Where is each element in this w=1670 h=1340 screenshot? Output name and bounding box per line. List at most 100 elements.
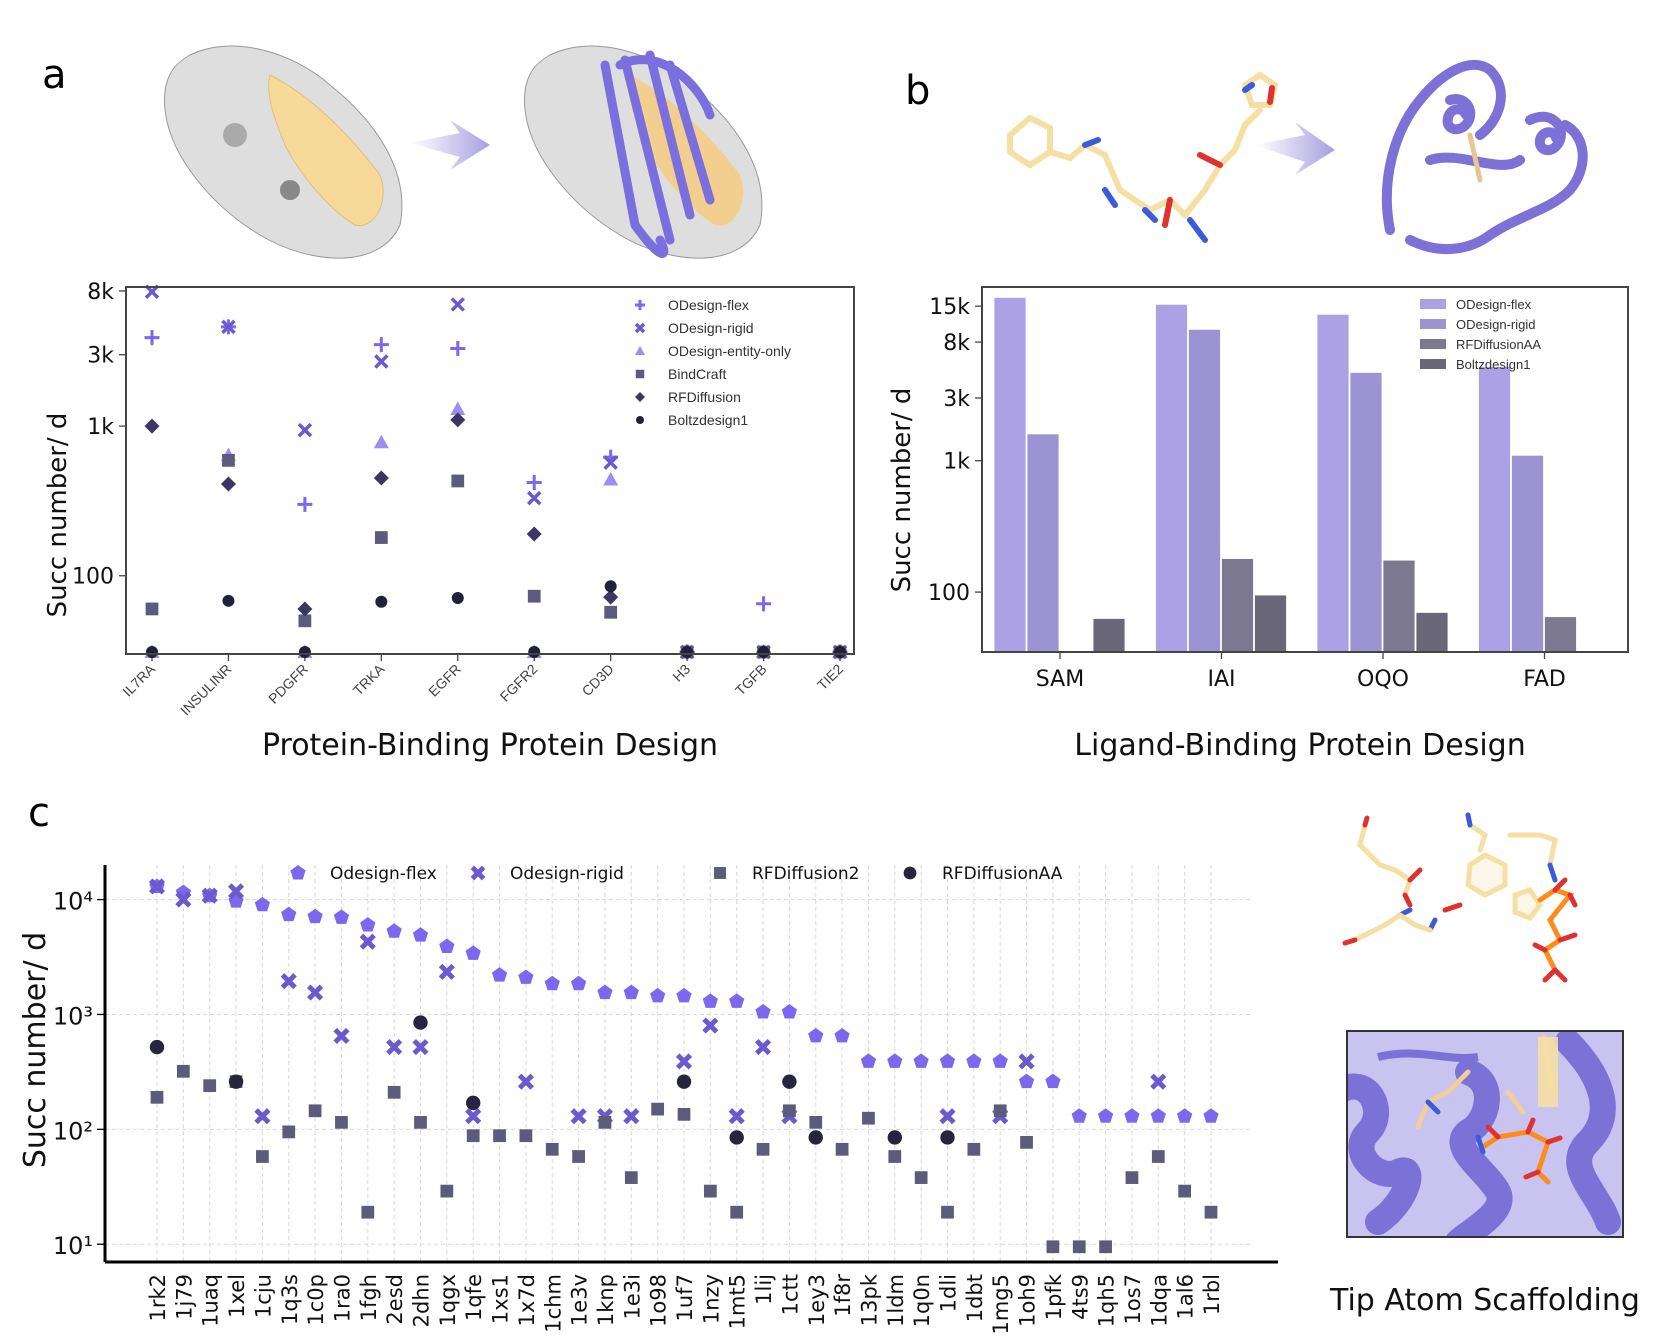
data-point-odesign-rigid bbox=[297, 422, 313, 438]
data-point-rfdiffusion2 bbox=[1204, 1205, 1218, 1219]
bar-odesign-rigid-sam bbox=[1026, 433, 1060, 653]
data-point-odesign-entity-only bbox=[450, 401, 466, 416]
x-tick-label: 1j79 bbox=[172, 1274, 196, 1320]
data-point-odesign-flex bbox=[491, 967, 508, 982]
data-point-rfdiffusion2 bbox=[335, 1115, 348, 1129]
data-point-odesign-flex bbox=[781, 1004, 798, 1019]
data-point-bindcraft bbox=[374, 531, 388, 544]
x-tick-label: IL7RA bbox=[119, 660, 158, 699]
data-point-rfdiffusion2 bbox=[756, 1142, 770, 1156]
x-tick-label: 1cju bbox=[251, 1274, 275, 1318]
data-point-odesign-entity-only bbox=[603, 471, 619, 486]
data-point-odesign-flex bbox=[518, 969, 534, 984]
data-point-bindcraft bbox=[298, 614, 312, 628]
data-point-rfdiffusionaa bbox=[149, 1039, 165, 1055]
chart-b-y-axis-label: Succ number/ d bbox=[887, 388, 917, 593]
legend-marker bbox=[635, 392, 645, 402]
legend-swatch bbox=[1420, 339, 1446, 349]
data-point-odesign-rigid bbox=[702, 1017, 719, 1034]
scaffold-protein-icon bbox=[1348, 1032, 1621, 1236]
data-point-odesign-flex bbox=[597, 984, 613, 1000]
caption-panel-b: Ligand-Binding Protein Design bbox=[1074, 728, 1526, 763]
x-tick-label: 1mg5 bbox=[989, 1274, 1013, 1335]
y-tick-label: 100 bbox=[928, 581, 970, 606]
data-point-rfdiffusion2 bbox=[466, 1129, 480, 1143]
data-point-odesign-flex bbox=[834, 1027, 850, 1043]
y-tick-label: 8k bbox=[943, 331, 970, 356]
chart-protein-binding: Succ number/ d 100 1k 3k 8k IL7RA INSULINR PDG… bbox=[43, 280, 855, 718]
legend-label: BindCraft bbox=[668, 366, 726, 382]
data-point-bindcraft bbox=[604, 605, 618, 619]
x-tick-label: IAI bbox=[1207, 667, 1235, 692]
x-tick-label: CD3D bbox=[579, 661, 617, 699]
tip-atom-motif-illustration bbox=[1342, 812, 1578, 983]
data-point-odesign-rigid bbox=[333, 1027, 350, 1045]
data-point-odesign-flex bbox=[808, 1027, 824, 1043]
x-tick-label: INSULINR bbox=[177, 661, 235, 719]
data-point-odesign-rigid bbox=[603, 455, 618, 470]
x-tick-label: 1e3i bbox=[620, 1274, 644, 1319]
data-point-rfdiffusionaa bbox=[466, 1095, 481, 1111]
data-point-rfdiffusion bbox=[297, 601, 313, 617]
x-tick-label: 1ctt bbox=[778, 1274, 802, 1315]
data-point-rfdiffusion2 bbox=[150, 1090, 164, 1104]
legend-label: ODesign-rigid bbox=[1456, 317, 1535, 332]
bar-rfdiffusionaa-fad bbox=[1544, 616, 1577, 653]
chart-c-y-axis-label: Succ number/ d bbox=[18, 932, 53, 1168]
x-tick-label: 1dqa bbox=[1147, 1274, 1171, 1327]
legend-marker bbox=[635, 346, 645, 355]
data-point-rfdiffusion2 bbox=[387, 1085, 401, 1099]
x-tick-label: 1xel bbox=[225, 1274, 249, 1318]
data-point-bindcraft bbox=[145, 602, 159, 616]
data-point-odesign-rigid bbox=[526, 490, 542, 506]
caption-panel-a: Protein-Binding Protein Design bbox=[261, 728, 719, 763]
data-point-odesign-flex bbox=[913, 1053, 929, 1068]
data-point-odesign-rigid bbox=[148, 878, 166, 895]
data-point-rfdiffusion2 bbox=[835, 1142, 849, 1156]
x-tick-label: 4ts9 bbox=[1068, 1274, 1092, 1320]
data-point-odesign-rigid bbox=[227, 883, 245, 900]
target-surface-icon bbox=[163, 45, 403, 259]
legend-label: RFDiffusion bbox=[668, 389, 741, 405]
data-point-odesign-flex bbox=[1045, 1073, 1061, 1089]
data-point-rfdiffusion2 bbox=[440, 1184, 454, 1198]
legend-label: RFDiffusionAA bbox=[1456, 337, 1541, 352]
x-tick-label: EGFR bbox=[425, 661, 464, 700]
data-point-rfdiffusion2 bbox=[176, 1064, 190, 1078]
scaffold-inset bbox=[1346, 1030, 1624, 1238]
designed-protein-icon bbox=[1381, 59, 1588, 255]
data-point-boltzdesign1 bbox=[375, 595, 388, 608]
data-point-odesign-flex bbox=[412, 927, 429, 942]
data-point-odesign-flex bbox=[1071, 1108, 1087, 1123]
data-point-rfdiffusionaa bbox=[228, 1074, 244, 1089]
data-point-rfdiffusion bbox=[450, 412, 466, 428]
data-point-odesign-rigid bbox=[754, 1039, 772, 1056]
x-tick-label: 1ra0 bbox=[330, 1274, 354, 1322]
data-point-odesign-flex bbox=[386, 923, 402, 938]
y-tick-label: 100 bbox=[72, 565, 114, 590]
data-point-rfdiffusion2 bbox=[809, 1115, 823, 1129]
data-point-rfdiffusionaa bbox=[887, 1130, 902, 1145]
data-point-bindcraft bbox=[527, 589, 541, 603]
bar-odesign-flex-sam bbox=[993, 297, 1027, 653]
panel-label-b: b bbox=[905, 68, 931, 114]
panel-b-illustration bbox=[1007, 59, 1588, 255]
legend-label: ODesign-flex bbox=[1456, 297, 1532, 312]
data-point-odesign-flex bbox=[992, 1053, 1008, 1068]
data-point-odesign-flex bbox=[544, 975, 560, 991]
x-tick-label: 1knp bbox=[594, 1274, 618, 1326]
x-tick-label: 1ldm bbox=[884, 1274, 908, 1327]
x-tick-label: TGFB bbox=[732, 661, 770, 699]
data-point-boltzdesign1 bbox=[681, 646, 694, 658]
x-tick-label: 1xs1 bbox=[489, 1274, 513, 1324]
data-point-rfdiffusion2 bbox=[888, 1150, 902, 1163]
data-point-odesign-rigid bbox=[175, 891, 192, 908]
x-tick-label: 1dbt bbox=[963, 1274, 987, 1322]
x-tick-label: 1f8r bbox=[831, 1274, 855, 1317]
x-tick-label: 1pfk bbox=[1042, 1273, 1066, 1320]
legend-label: Odesign-rigid bbox=[510, 864, 624, 884]
data-point-odesign-flex bbox=[939, 1053, 956, 1068]
data-point-odesign-flex bbox=[1124, 1108, 1140, 1123]
data-point-odesign-flex bbox=[1203, 1108, 1219, 1123]
bar-odesign-rigid-oqo bbox=[1349, 372, 1383, 653]
